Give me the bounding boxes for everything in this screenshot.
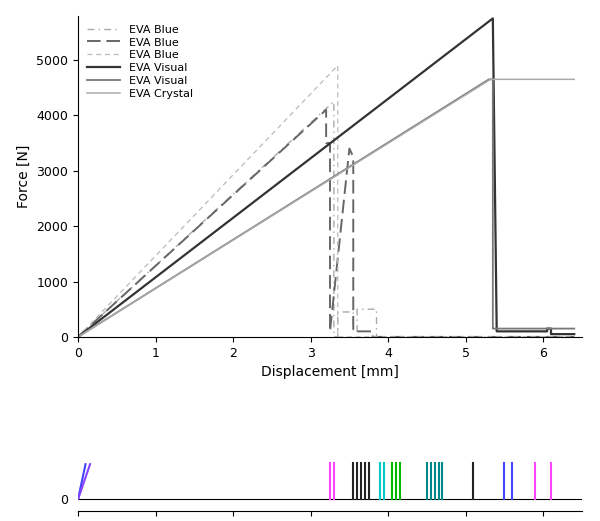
EVA Visual [547,326,554,332]
EVA Crystal [487,76,494,82]
EVA Blue [373,306,380,312]
EVA Blue [330,334,337,340]
EVA Blue [369,328,376,334]
EVA Blue [346,145,353,152]
EVA Visual [571,331,578,337]
EVA Blue [571,334,578,340]
EVA Visual [485,76,493,82]
EVA Visual [493,328,500,334]
EVA Visual [571,326,578,332]
EVA Blue [334,334,341,340]
EVA Visual [489,15,496,21]
EVA Blue [346,145,353,152]
Line: EVA Blue: EVA Blue [78,102,574,337]
EVA Crystal [571,76,578,82]
EVA Crystal [487,76,494,82]
EVA Visual [485,76,493,82]
EVA Visual [74,334,82,340]
EVA Blue [330,98,337,105]
EVA Visual [493,328,500,334]
EVA Crystal [74,334,82,340]
EVA Blue [323,107,330,113]
EVA Blue [350,328,357,334]
EVA Crystal [493,76,500,82]
EVA Visual [489,76,496,82]
EVA Blue [334,63,341,69]
EVA Blue [74,334,82,340]
EVA Blue [571,334,578,340]
EVA Blue [571,334,578,340]
EVA Visual [489,326,496,332]
EVA Visual [74,334,82,340]
EVA Blue [334,334,341,340]
EVA Blue [338,334,345,340]
EVA Blue [74,334,82,340]
X-axis label: Displacement [mm]: Displacement [mm] [261,365,399,379]
EVA Blue [350,309,357,315]
Line: EVA Blue: EVA Blue [78,66,574,337]
Line: EVA Crystal: EVA Crystal [78,79,574,337]
EVA Blue [369,334,376,340]
Legend: EVA Blue, EVA Blue, EVA Blue, EVA Visual, EVA Visual, EVA Crystal: EVA Blue, EVA Blue, EVA Blue, EVA Visual… [83,21,197,103]
EVA Blue [326,328,334,334]
EVA Blue [334,309,341,315]
EVA Blue [326,140,334,146]
EVA Blue [338,334,345,340]
EVA Visual [544,328,551,334]
EVA Blue [350,154,357,160]
EVA Blue [377,334,384,340]
Y-axis label: Force [N]: Force [N] [17,144,31,208]
EVA Blue [350,328,357,334]
EVA Visual [544,326,551,332]
EVA Blue [373,334,380,340]
Line: EVA Visual: EVA Visual [78,18,574,337]
Line: EVA Visual: EVA Visual [78,79,574,337]
EVA Blue [377,334,384,340]
EVA Blue [353,328,361,334]
EVA Blue [74,334,82,340]
EVA Blue [353,306,361,312]
EVA Visual [489,15,496,21]
EVA Blue [323,140,330,146]
Line: EVA Blue: EVA Blue [78,110,574,337]
EVA Crystal [493,76,500,82]
EVA Visual [547,331,554,337]
